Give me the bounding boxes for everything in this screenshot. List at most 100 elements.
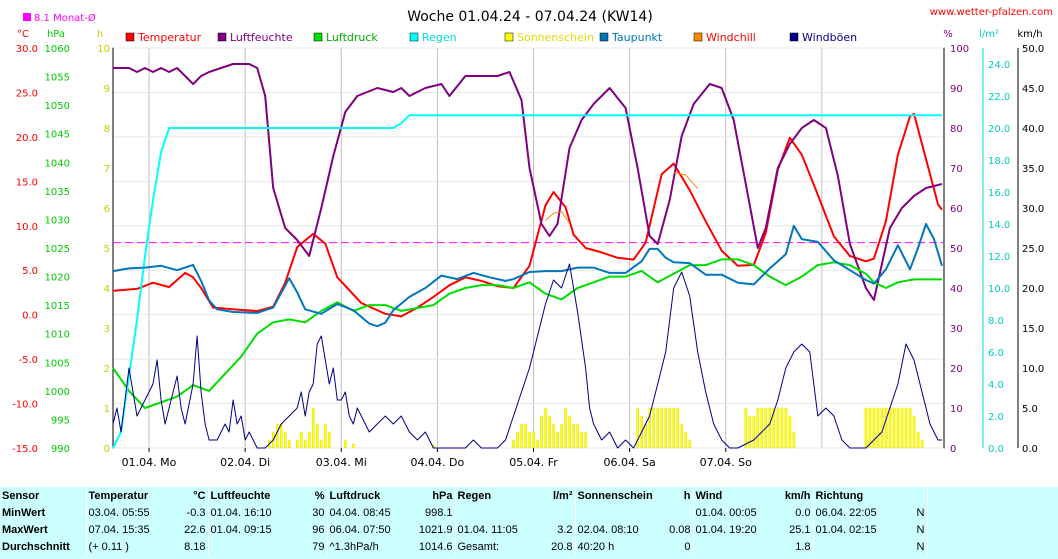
series-taupunkt [112, 223, 943, 328]
stat-time: 06.04. 07:50 [326, 521, 415, 538]
row-label: Durchschnitt [2, 540, 70, 553]
legend-swatch [125, 32, 135, 42]
sunshine-bar [768, 407, 772, 449]
sunshine-bar [916, 431, 920, 449]
temp-unit: °C [17, 29, 29, 40]
stat-value: 1.8 [795, 540, 811, 553]
stat-time: 01.04. 00:05 [692, 504, 773, 521]
hum-tick-label: 40 [950, 284, 963, 295]
sunshine-bar [792, 431, 796, 449]
sunshine-bar [512, 439, 515, 449]
stats-min-row: MinWert 03.04. 05:55 -0.3 01.04. 16:10 3… [0, 504, 1058, 521]
rain-tick-label: 14.0 [988, 220, 1010, 231]
sunshine-bar [776, 407, 780, 449]
sunshine-bar [532, 431, 535, 449]
sunshine-bar [876, 407, 880, 449]
stat-value: 20.8 [551, 540, 573, 553]
rain-tick-label: 12.0 [988, 252, 1010, 263]
stat-value: -0.3 [186, 506, 206, 519]
sunshine-bar [636, 407, 639, 449]
series-windchill [673, 171, 699, 189]
legend-swatch [789, 32, 799, 42]
sunshine-bar [772, 407, 776, 449]
wind-tick-label: 40.0 [1022, 124, 1044, 135]
stat-time: 40:20 h [574, 538, 661, 555]
wind-tick-label: 30.0 [1022, 204, 1044, 215]
sunshine-bar [280, 423, 283, 449]
sensor-unit: % [314, 489, 325, 502]
press-tick-label: 1015 [45, 301, 70, 312]
stat-time: 01.04. 19:20 [692, 521, 773, 538]
sunshine-bar [680, 423, 684, 449]
series-regen [112, 114, 942, 449]
sunshine-bar [864, 407, 868, 449]
stat-time: 03.04. 05:55 [85, 504, 178, 521]
sunshine-bar [760, 407, 764, 449]
weather-chart: Woche 01.04.24 - 07.04.24 (KW14) www.wet… [12, 7, 1053, 469]
legend-swatch [693, 32, 703, 42]
stat-value: 0 [684, 540, 691, 553]
sun-tick-label: 9 [104, 84, 110, 95]
sunshine-bar [572, 423, 575, 449]
sunshine-bar [312, 407, 315, 449]
stat-value [537, 504, 575, 521]
temp-tick-label: 30.0 [16, 44, 38, 55]
sunshine-bar [284, 431, 287, 449]
sunshine-bar [780, 407, 784, 449]
sunshine-bar [676, 407, 680, 449]
sunshine-bar [912, 415, 916, 449]
rain-tick-label: 16.0 [988, 188, 1010, 199]
sensor-name: Richtung [812, 487, 897, 504]
sun-tick-label: 10 [97, 44, 110, 55]
site-link[interactable]: www.wetter-pfalzen.com [930, 7, 1053, 18]
series-windböen [112, 263, 942, 449]
sunshine-bar [584, 431, 587, 449]
wind-tick-label: 50.0 [1022, 44, 1044, 55]
stat-value: 22.6 [184, 523, 206, 536]
sunshine-bar [544, 407, 547, 449]
sunshine-bar [656, 407, 660, 449]
sun-tick-label: 5 [104, 244, 110, 255]
sensor-name: Regen [454, 487, 537, 504]
sunshine-bar [904, 407, 908, 449]
legend-swatch [504, 32, 514, 42]
y-axes: 30.025.020.015.010.05.00.0-5.0-10.0-15.0… [12, 44, 1044, 455]
legend-label: Taupunkt [611, 31, 663, 44]
monat-swatch [23, 13, 31, 21]
sunshine-bar [908, 407, 912, 449]
sunshine-bar [560, 423, 563, 449]
hum-tick-label: 0 [950, 444, 956, 455]
rain-tick-label: 2.0 [988, 412, 1004, 423]
sunshine-bar [520, 423, 523, 449]
press-tick-label: 1025 [45, 244, 70, 255]
sunshine-bar [748, 415, 752, 449]
rain-tick-label: 20.0 [988, 124, 1010, 135]
wind-tick-label: 15.0 [1022, 324, 1044, 335]
stat-value: 0.08 [669, 523, 691, 536]
rain-tick-label: 24.0 [988, 60, 1010, 71]
wind-tick-label: 45.0 [1022, 84, 1044, 95]
sunshine-bar [744, 407, 748, 449]
press-tick-label: 1035 [45, 187, 70, 198]
sunshine-bar [548, 415, 551, 449]
stat-time: 01.04. 02:15 [812, 521, 897, 538]
press-tick-label: 990 [51, 444, 70, 455]
sunshine-bar [668, 407, 672, 449]
press-tick-label: 1030 [45, 215, 70, 226]
press-tick-label: 1005 [45, 358, 70, 369]
stat-value: 25.1 [789, 523, 811, 536]
sensor-unit: °C [193, 489, 206, 502]
press-tick-label: 1045 [45, 130, 70, 141]
legend-swatch [599, 32, 609, 42]
stat-time [207, 538, 302, 555]
press-tick-label: 1020 [45, 273, 70, 284]
sensor-name: Wind [692, 487, 773, 504]
stat-value: 0.0 [795, 506, 811, 519]
sun-tick-label: 3 [104, 324, 110, 335]
sunshine-bar [884, 407, 888, 449]
rain-tick-label: 4.0 [988, 380, 1004, 391]
sunshine-bar [752, 415, 756, 449]
sunshine-bar [352, 443, 355, 449]
sunshine-bar [900, 407, 904, 449]
stat-value: 3.2 [557, 523, 573, 536]
